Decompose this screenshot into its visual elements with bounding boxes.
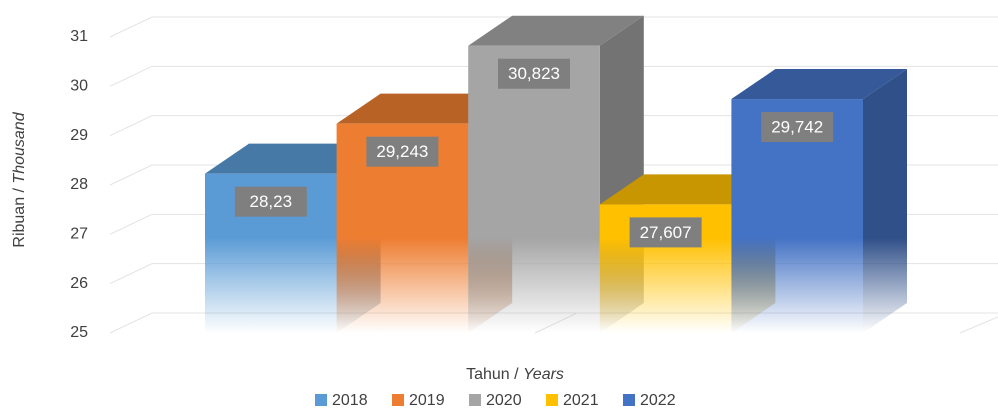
y-tick-label: 25 — [70, 324, 88, 341]
y-tick-label: 27 — [70, 226, 88, 243]
y-tick-label: 30 — [70, 78, 88, 95]
grid-line — [109, 65, 998, 87]
legend-swatch — [623, 394, 635, 406]
legend-swatch — [315, 394, 327, 406]
legend-label: 2019 — [409, 392, 445, 409]
legend-label: 2018 — [332, 392, 368, 409]
data-label: 29,243 — [376, 142, 428, 161]
y-tick-label: 28 — [70, 176, 88, 193]
legend-label: 2022 — [640, 392, 676, 409]
legend-swatch — [546, 394, 558, 406]
data-label: 27,607 — [640, 223, 692, 242]
x-axis-label: Tahun / Years — [466, 366, 564, 383]
x-label-italic: Years — [523, 366, 564, 383]
bar-top — [731, 69, 907, 100]
data-label-box — [629, 217, 702, 248]
data-label-box — [366, 136, 439, 167]
grid-line — [109, 164, 998, 186]
data-label: 29,742 — [771, 118, 823, 137]
data-label-box — [761, 112, 834, 143]
bar — [468, 45, 600, 334]
y-label-italic: Thousand — [11, 111, 28, 183]
y-axis-label: Ribuan / Thousand — [11, 111, 28, 247]
data-label-box — [234, 186, 307, 217]
data-label: 30,823 — [508, 64, 560, 83]
y-tick-label: 31 — [70, 28, 88, 45]
legend-label: 2021 — [563, 392, 599, 409]
data-label-box — [498, 58, 570, 89]
bar-top — [468, 15, 644, 46]
grid-line — [109, 115, 998, 137]
bar-side — [863, 69, 907, 333]
y-tick-label: 29 — [70, 127, 88, 144]
data-label: 28,23 — [250, 192, 293, 211]
legend-swatch — [469, 394, 481, 406]
grid-line — [109, 16, 998, 38]
y-tick-label: 26 — [70, 275, 88, 292]
legend-label: 2020 — [486, 392, 522, 409]
x-label-main: Tahun / — [466, 366, 519, 383]
legend-swatch — [392, 394, 404, 406]
y-label-main: Ribuan / — [11, 187, 28, 247]
